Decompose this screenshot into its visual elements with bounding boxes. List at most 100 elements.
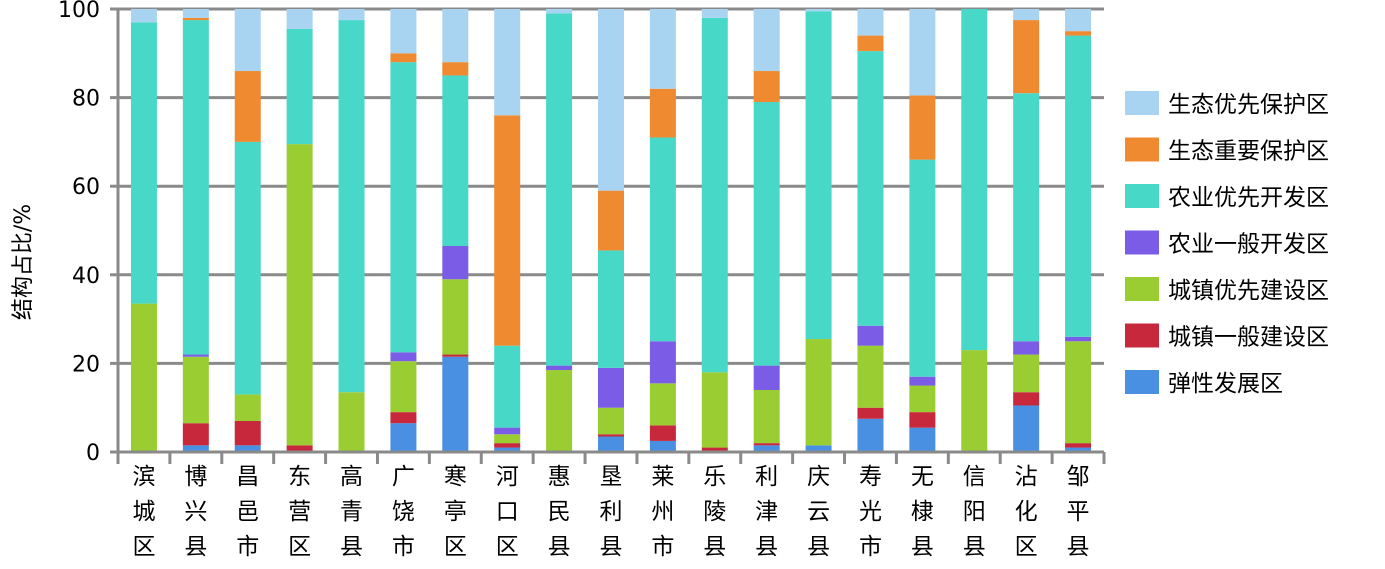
bar-segment-6-1 — [442, 354, 469, 357]
x-category-label: 莱州市 — [651, 464, 674, 560]
bar-segment-16-4 — [961, 9, 988, 351]
bar-segment-18-1 — [1065, 443, 1092, 448]
bar-segment-13-4 — [805, 11, 832, 340]
x-category-label: 垦利县 — [600, 464, 623, 560]
bar-segment-5-4 — [390, 62, 417, 353]
bar-segment-4-6 — [338, 9, 365, 21]
bar-segment-13-6 — [805, 9, 832, 12]
bar-segment-5-1 — [390, 412, 417, 424]
legend-label: 城镇一般建设区 — [1168, 325, 1329, 351]
bar-segment-17-0 — [1013, 405, 1040, 452]
bar-segment-4-2 — [338, 392, 365, 452]
bar-segment-8-2 — [546, 370, 573, 452]
bar-segment-15-6 — [909, 9, 936, 96]
x-category-label: 乐陵县 — [703, 464, 726, 560]
bar-segment-4-4 — [338, 20, 365, 393]
bar-segment-8-6 — [546, 9, 573, 14]
bar-segment-2-2 — [234, 394, 261, 421]
x-category-label: 博兴县 — [184, 464, 207, 560]
bar-segment-2-0 — [234, 445, 261, 452]
bar-segment-2-5 — [234, 71, 261, 142]
x-category-label: 利津县 — [755, 464, 778, 560]
y-axis-title: 结构占比/% — [11, 204, 36, 320]
bar-segment-15-1 — [909, 412, 936, 428]
bar-segment-9-5 — [598, 190, 624, 251]
bar-segment-10-2 — [649, 383, 676, 426]
bar-segment-10-3 — [649, 341, 676, 384]
bar-segment-6-2 — [442, 279, 469, 355]
bar-segment-12-3 — [753, 365, 780, 390]
bar-segment-3-4 — [286, 28, 313, 145]
legend-label: 农业一般开发区 — [1168, 232, 1329, 258]
legend-swatch — [1125, 323, 1159, 348]
bar-segment-1-6 — [182, 9, 209, 18]
bar-segment-2-4 — [234, 141, 261, 395]
bar-segment-12-0 — [753, 445, 780, 452]
bar-segment-15-3 — [909, 376, 936, 386]
legend-swatch — [1125, 137, 1159, 162]
bar-segment-6-5 — [442, 62, 469, 76]
bar-segment-12-1 — [753, 443, 780, 446]
x-category-label: 惠民县 — [548, 464, 571, 560]
bar-segment-5-3 — [390, 352, 417, 362]
legend-label: 生态重要保护区 — [1168, 139, 1329, 165]
x-category-label: 寿光市 — [859, 464, 882, 560]
bar-segment-7-1 — [494, 443, 521, 448]
bar-segment-2-6 — [234, 9, 261, 72]
legend-label: 生态优先保护区 — [1168, 92, 1329, 118]
x-category-label: 东营区 — [288, 464, 311, 560]
bar-segment-6-3 — [442, 246, 469, 280]
bar-segment-12-4 — [753, 102, 780, 366]
legend-label: 城镇优先建设区 — [1168, 278, 1329, 304]
bar-segment-7-5 — [494, 115, 521, 346]
bar-segment-6-4 — [442, 75, 469, 247]
bar-segment-17-5 — [1013, 20, 1040, 94]
y-tick-label-80: 80 — [72, 87, 100, 112]
bar-segment-10-0 — [649, 440, 676, 452]
y-tick-label-100: 100 — [58, 0, 100, 23]
bar-segment-18-2 — [1065, 341, 1092, 444]
x-category-label: 庆云县 — [807, 464, 830, 560]
bar-segment-18-0 — [1065, 447, 1092, 452]
x-category-label: 广饶市 — [392, 464, 415, 560]
bar-segment-9-6 — [598, 9, 624, 191]
bar-segment-13-2 — [805, 339, 832, 446]
bar-segment-15-4 — [909, 159, 936, 377]
axes — [110, 7, 1106, 464]
bar-segment-7-0 — [494, 447, 521, 452]
x-category-label: 沾化区 — [1015, 464, 1038, 560]
bar-segment-10-1 — [649, 425, 676, 441]
bar-segment-5-0 — [390, 423, 417, 452]
bar-segment-13-0 — [805, 445, 832, 452]
bar-segment-0-2 — [130, 303, 157, 452]
x-category-label: 寒亭区 — [444, 464, 467, 560]
bar-segment-17-4 — [1013, 93, 1040, 342]
bar-segment-5-5 — [390, 53, 417, 63]
bar-segment-10-4 — [649, 137, 676, 342]
bar-segment-10-5 — [649, 88, 676, 138]
bar-segment-8-4 — [546, 13, 573, 366]
bar-segment-1-0 — [182, 445, 209, 452]
bar-segment-3-6 — [286, 9, 313, 29]
bar-segment-15-0 — [909, 427, 936, 452]
bar-segment-18-5 — [1065, 31, 1092, 36]
legend-swatch — [1125, 91, 1159, 115]
y-tick-label-60: 60 — [72, 175, 100, 200]
bar-segment-10-6 — [649, 9, 676, 89]
x-category-label: 无棣县 — [911, 464, 934, 560]
bar-segment-14-3 — [857, 325, 884, 346]
x-category-label: 邹平县 — [1067, 464, 1090, 560]
bar-segment-11-6 — [701, 9, 728, 18]
bar-segment-1-5 — [182, 17, 209, 21]
x-category-label: 高青县 — [340, 464, 363, 560]
bar-segment-15-5 — [909, 95, 936, 160]
bar-segment-14-2 — [857, 345, 884, 408]
bar-segment-9-1 — [598, 434, 624, 437]
bar-segment-14-4 — [857, 51, 884, 326]
bar-segment-3-1 — [286, 445, 313, 452]
bar-segment-12-2 — [753, 389, 780, 444]
bar-segment-6-0 — [442, 356, 469, 452]
bar-segment-1-2 — [182, 356, 209, 424]
legend-swatch — [1125, 277, 1159, 301]
bar-segment-6-6 — [442, 9, 469, 63]
